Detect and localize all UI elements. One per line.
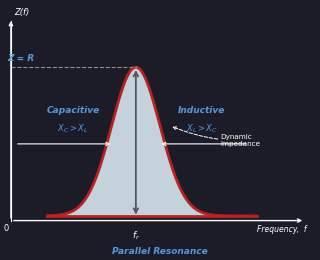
Text: $X_C > X_L$: $X_C > X_L$ (57, 122, 89, 135)
Text: Capacitive: Capacitive (46, 106, 100, 115)
Text: Z = R: Z = R (7, 54, 34, 63)
Text: Z(f): Z(f) (14, 8, 29, 17)
Text: Inductive: Inductive (178, 106, 226, 115)
Text: 0: 0 (4, 224, 9, 233)
Text: Parallel Resonance: Parallel Resonance (112, 247, 208, 256)
Text: Dynamic
impedance: Dynamic impedance (173, 127, 260, 147)
Text: $f_r$: $f_r$ (132, 230, 140, 242)
Text: Frequency,  f: Frequency, f (257, 225, 307, 234)
Text: $X_L > X_C$: $X_L > X_C$ (186, 122, 218, 135)
Polygon shape (47, 67, 257, 216)
